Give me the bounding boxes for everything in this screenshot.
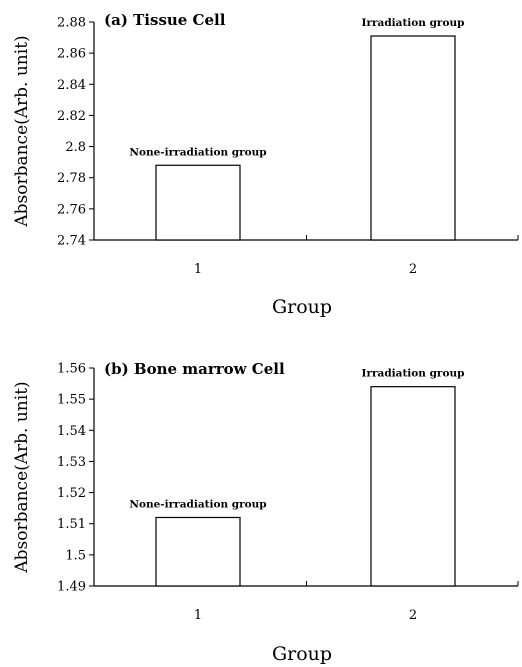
- bar-label: None-irradiation group: [129, 146, 266, 158]
- x-axis-label: Group: [272, 643, 332, 665]
- y-tick-label: 1.51: [57, 517, 86, 532]
- bar-1: [155, 164, 241, 241]
- chart-0: 2.74 2.76 2.78 2.8 2.82 2.84 2.86 2.88 None-irra…: [12, 11, 519, 318]
- bar-1: [155, 516, 241, 587]
- chart-title: (b) Bone marrow Cell: [104, 360, 285, 378]
- y-tick-label: 1.52: [57, 486, 86, 501]
- y-tick-label: 2.76: [57, 202, 86, 217]
- y-tick-label: 2.74: [57, 234, 86, 249]
- x-axis-label: Group: [272, 296, 332, 318]
- bar-label: Irradiation group: [362, 368, 465, 380]
- x-tick-label: 1: [194, 262, 202, 277]
- x-tick-label: 2: [409, 608, 417, 623]
- bar-2: [370, 386, 456, 587]
- y-tick-label: 2.88: [57, 16, 86, 31]
- x-tick-label: 2: [409, 262, 417, 277]
- bar-2: [370, 35, 456, 241]
- y-tick-label: 1.49: [57, 580, 86, 595]
- y-tick-label: 2.78: [57, 171, 86, 186]
- bar-label: Irradiation group: [362, 17, 465, 29]
- y-axis-label: Absorbance(Arb. unit): [12, 35, 32, 227]
- y-tick-label: 1.53: [57, 455, 86, 470]
- bar-label: None-irradiation group: [129, 498, 266, 510]
- y-tick-label: 2.8: [65, 140, 86, 155]
- chart-title: (a) Tissue Cell: [104, 11, 226, 29]
- y-tick-label: 1.55: [57, 393, 86, 408]
- y-tick-label: 2.82: [57, 109, 86, 124]
- y-tick-label: 1.5: [65, 548, 86, 563]
- y-axis-label: Absorbance(Arb. unit): [12, 381, 32, 573]
- y-tick-label: 2.84: [57, 78, 86, 93]
- y-tick-label: 1.54: [57, 424, 86, 439]
- y-tick-label: 2.86: [57, 47, 86, 62]
- chart-1: 1.49 1.5 1.51 1.52 1.53 1.54 1.55 1.56 None-irra…: [12, 360, 519, 665]
- y-tick-label: 1.56: [57, 362, 86, 377]
- x-tick-label: 1: [194, 608, 202, 623]
